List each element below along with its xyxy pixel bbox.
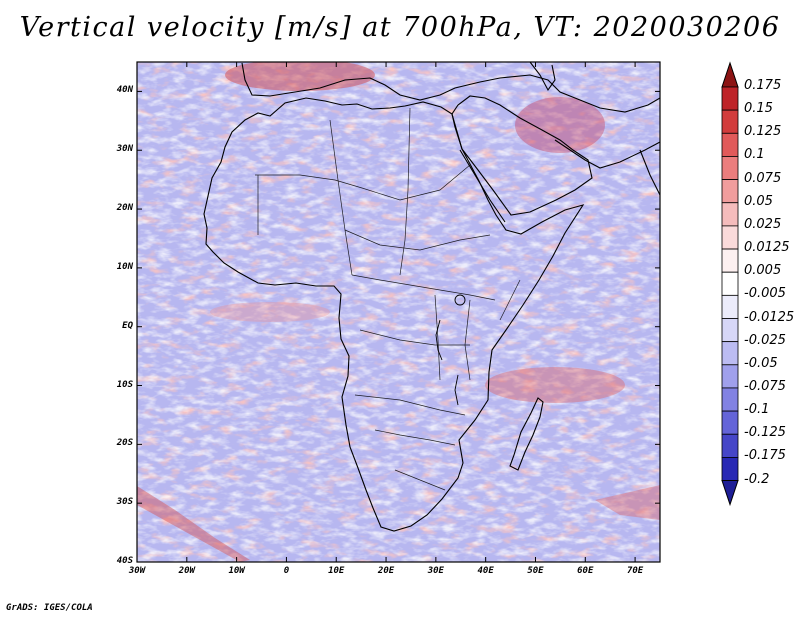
colorbar-swatch xyxy=(721,271,739,296)
colorbar-swatch xyxy=(721,86,739,111)
patch-mediterranean xyxy=(225,62,375,91)
lon-tick-label: 30W xyxy=(128,566,146,576)
colorbar-swatch xyxy=(721,132,739,157)
colorbar-swatch xyxy=(721,341,739,366)
colorbar-level-label: 0.175 xyxy=(744,78,782,93)
lake-malawi xyxy=(454,374,459,406)
map-title: Vertical velocity [m/s] at 700hPa, VT: 2… xyxy=(19,12,781,43)
colorbar-level-label: -0.175 xyxy=(744,448,786,464)
lat-tick-label: 10S xyxy=(116,379,133,390)
coastline-europe xyxy=(241,62,661,113)
colorbar-swatch xyxy=(721,109,739,134)
lon-tick-label: 10E xyxy=(328,566,345,576)
lon-tick-label: 20E xyxy=(377,566,395,576)
patch-south-atlantic-front xyxy=(137,486,250,562)
lat-tick-label: 30S xyxy=(116,497,133,508)
colorbar-swatch xyxy=(721,294,739,319)
coastline-red-sea xyxy=(459,149,506,223)
coastline-madagascar xyxy=(509,397,544,471)
colorbar-level-label: -0.005 xyxy=(744,286,786,302)
colorbar-swatch xyxy=(721,202,739,227)
colorbar-swatch xyxy=(721,248,739,273)
colorbar-level-label: 0.1 xyxy=(744,147,765,163)
colorbar-swatch xyxy=(721,179,739,204)
patch-iran xyxy=(515,97,605,153)
lon-tick-label: 30E xyxy=(427,566,444,576)
colorbar-level-label: 0.15 xyxy=(744,101,773,117)
lon-tick-label: 0 xyxy=(283,566,290,576)
colorbar-swatch xyxy=(721,410,739,435)
lat-tick-label: 20S xyxy=(116,438,133,449)
lake-victoria xyxy=(454,294,466,306)
lat-tick-label: 40S xyxy=(116,556,133,566)
lon-tick-label: 50E xyxy=(527,566,544,576)
patch-indian-ocean xyxy=(485,367,625,403)
coastline-caspian xyxy=(529,61,556,92)
colorbar-level-label: 0.125 xyxy=(744,124,782,140)
lakes xyxy=(435,294,466,406)
patch-atlantic-itcz xyxy=(210,302,330,322)
colorbar-swatch xyxy=(721,156,739,180)
colorbar-swatch xyxy=(721,456,739,481)
lon-tick-label: 10W xyxy=(228,566,245,576)
velocity-field xyxy=(137,62,660,562)
coastline-arabia xyxy=(451,95,593,216)
colorbar-swatch xyxy=(721,364,739,389)
coastline-persian-gulf xyxy=(554,139,661,169)
plot-frame xyxy=(136,61,661,563)
coastlines xyxy=(203,61,661,532)
lat-tick-label: 40N xyxy=(116,85,133,96)
credit-text: GrADS: IGES/COLA xyxy=(6,603,93,613)
coastline-india xyxy=(639,149,661,196)
lake-tanganyika xyxy=(435,319,443,361)
colorbar-level-label: 0.05 xyxy=(744,193,773,209)
lon-tick-label: 70E xyxy=(626,566,644,576)
colorbar-swatch xyxy=(721,318,739,343)
colorbar-level-label: -0.125 xyxy=(744,425,786,441)
lat-tick-label: 30N xyxy=(116,144,133,155)
colorbar-level-label: -0.05 xyxy=(744,355,778,371)
lat-tick-label: 10N xyxy=(116,261,133,272)
axis-ticks xyxy=(136,62,660,563)
lat-tick-label: EQ xyxy=(122,320,133,331)
colorbar-level-label: -0.075 xyxy=(744,378,786,394)
colorbar-bottom-arrow xyxy=(721,480,739,507)
colorbar-swatch xyxy=(721,433,739,458)
colorbar-level-label: -0.0125 xyxy=(744,309,795,325)
colorbar-level-label: -0.025 xyxy=(744,332,786,348)
lon-tick-label: 40E xyxy=(477,566,494,576)
colorbar-swatch xyxy=(721,387,739,412)
lon-tick-label: 20W xyxy=(178,566,195,576)
colorbar-level-label: 0.025 xyxy=(744,216,782,232)
patch-south-indian-front xyxy=(595,485,660,520)
colorbar-level-label: -0.1 xyxy=(744,402,770,418)
colorbar-swatch xyxy=(721,225,739,250)
colorbar-level-label: 0.0125 xyxy=(744,240,790,256)
field-texture xyxy=(137,62,660,562)
colorbar-level-label: 0.075 xyxy=(744,170,782,186)
lat-tick-label: 20N xyxy=(116,203,133,214)
colorbar-top-arrow xyxy=(721,61,739,88)
colorbar-level-label: 0.005 xyxy=(744,263,782,279)
country-borders xyxy=(255,107,521,491)
colorbar-level-label: -0.2 xyxy=(744,471,770,487)
lon-tick-label: 60E xyxy=(577,566,594,576)
colorbar xyxy=(721,61,739,507)
